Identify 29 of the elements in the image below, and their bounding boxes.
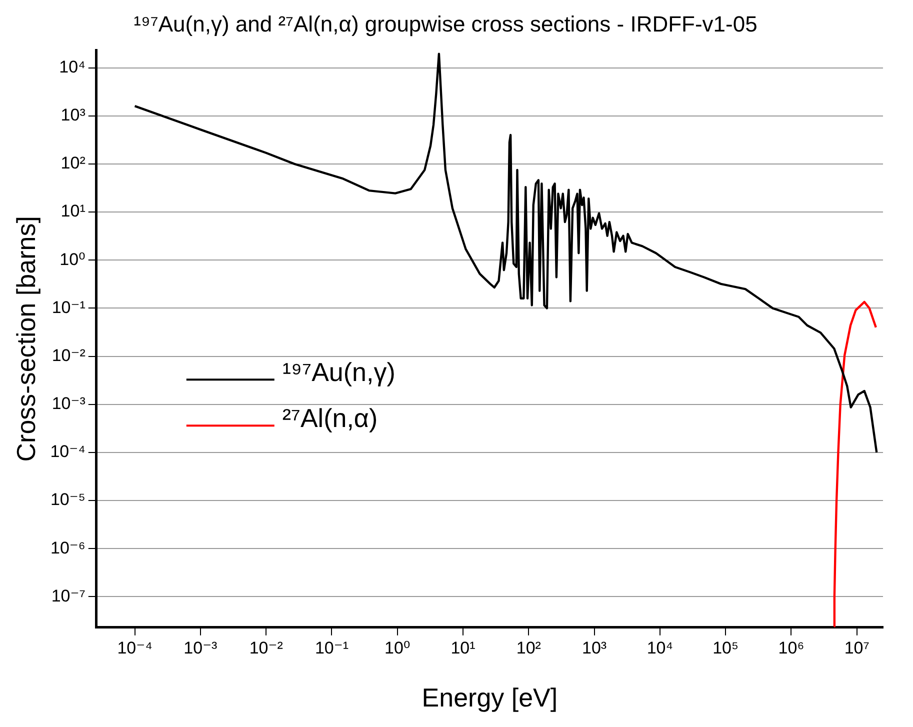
x-tick-label: 10⁴	[646, 638, 674, 658]
x-tick-label: 10⁻²	[249, 638, 284, 658]
y-tick-label: 10⁻⁵	[50, 490, 86, 510]
x-tick-label: 10⁰	[384, 638, 410, 658]
x-tick-label: 10⁵	[712, 638, 739, 658]
x-tick-label: 10⁻⁴	[117, 638, 152, 658]
y-tick-label: 10¹	[60, 202, 86, 221]
chart-title: ¹⁹⁷Au(n,γ) and ²⁷Al(n,α) groupwise cross sections - IRDFF-v1-05	[134, 11, 758, 36]
x-tick-label: 10⁻³	[184, 638, 218, 658]
y-tick-label: 10⁻⁴	[50, 442, 86, 462]
legend-label: ²⁷Al(n,α)	[282, 402, 378, 433]
y-tick-label: 10⁻⁷	[51, 586, 86, 606]
y-axis-title: Cross-section [barns]	[10, 216, 41, 462]
x-tick-label: 10⁶	[778, 638, 804, 658]
x-tick-label: 10⁷	[844, 638, 870, 658]
legend-label: ¹⁹⁷Au(n,γ)	[282, 356, 396, 387]
y-tick-label: 10⁻²	[52, 346, 86, 365]
y-tick-label: 10⁴	[59, 57, 86, 76]
y-tick-label: 10⁰	[60, 250, 86, 269]
x-tick-label: 10²	[516, 638, 542, 658]
y-tick-label: 10²	[60, 154, 86, 173]
y-tick-label: 10⁻⁶	[50, 538, 86, 558]
y-tick-label: 10³	[60, 106, 86, 125]
y-tick-label: 10⁻³	[52, 394, 86, 414]
x-tick-label: 10³	[582, 638, 607, 658]
y-tick-label: 10⁻¹	[52, 298, 86, 317]
x-tick-label: 10¹	[450, 638, 476, 658]
x-tick-label: 10⁻¹	[314, 638, 349, 658]
x-axis-title: Energy [eV]	[422, 682, 558, 713]
